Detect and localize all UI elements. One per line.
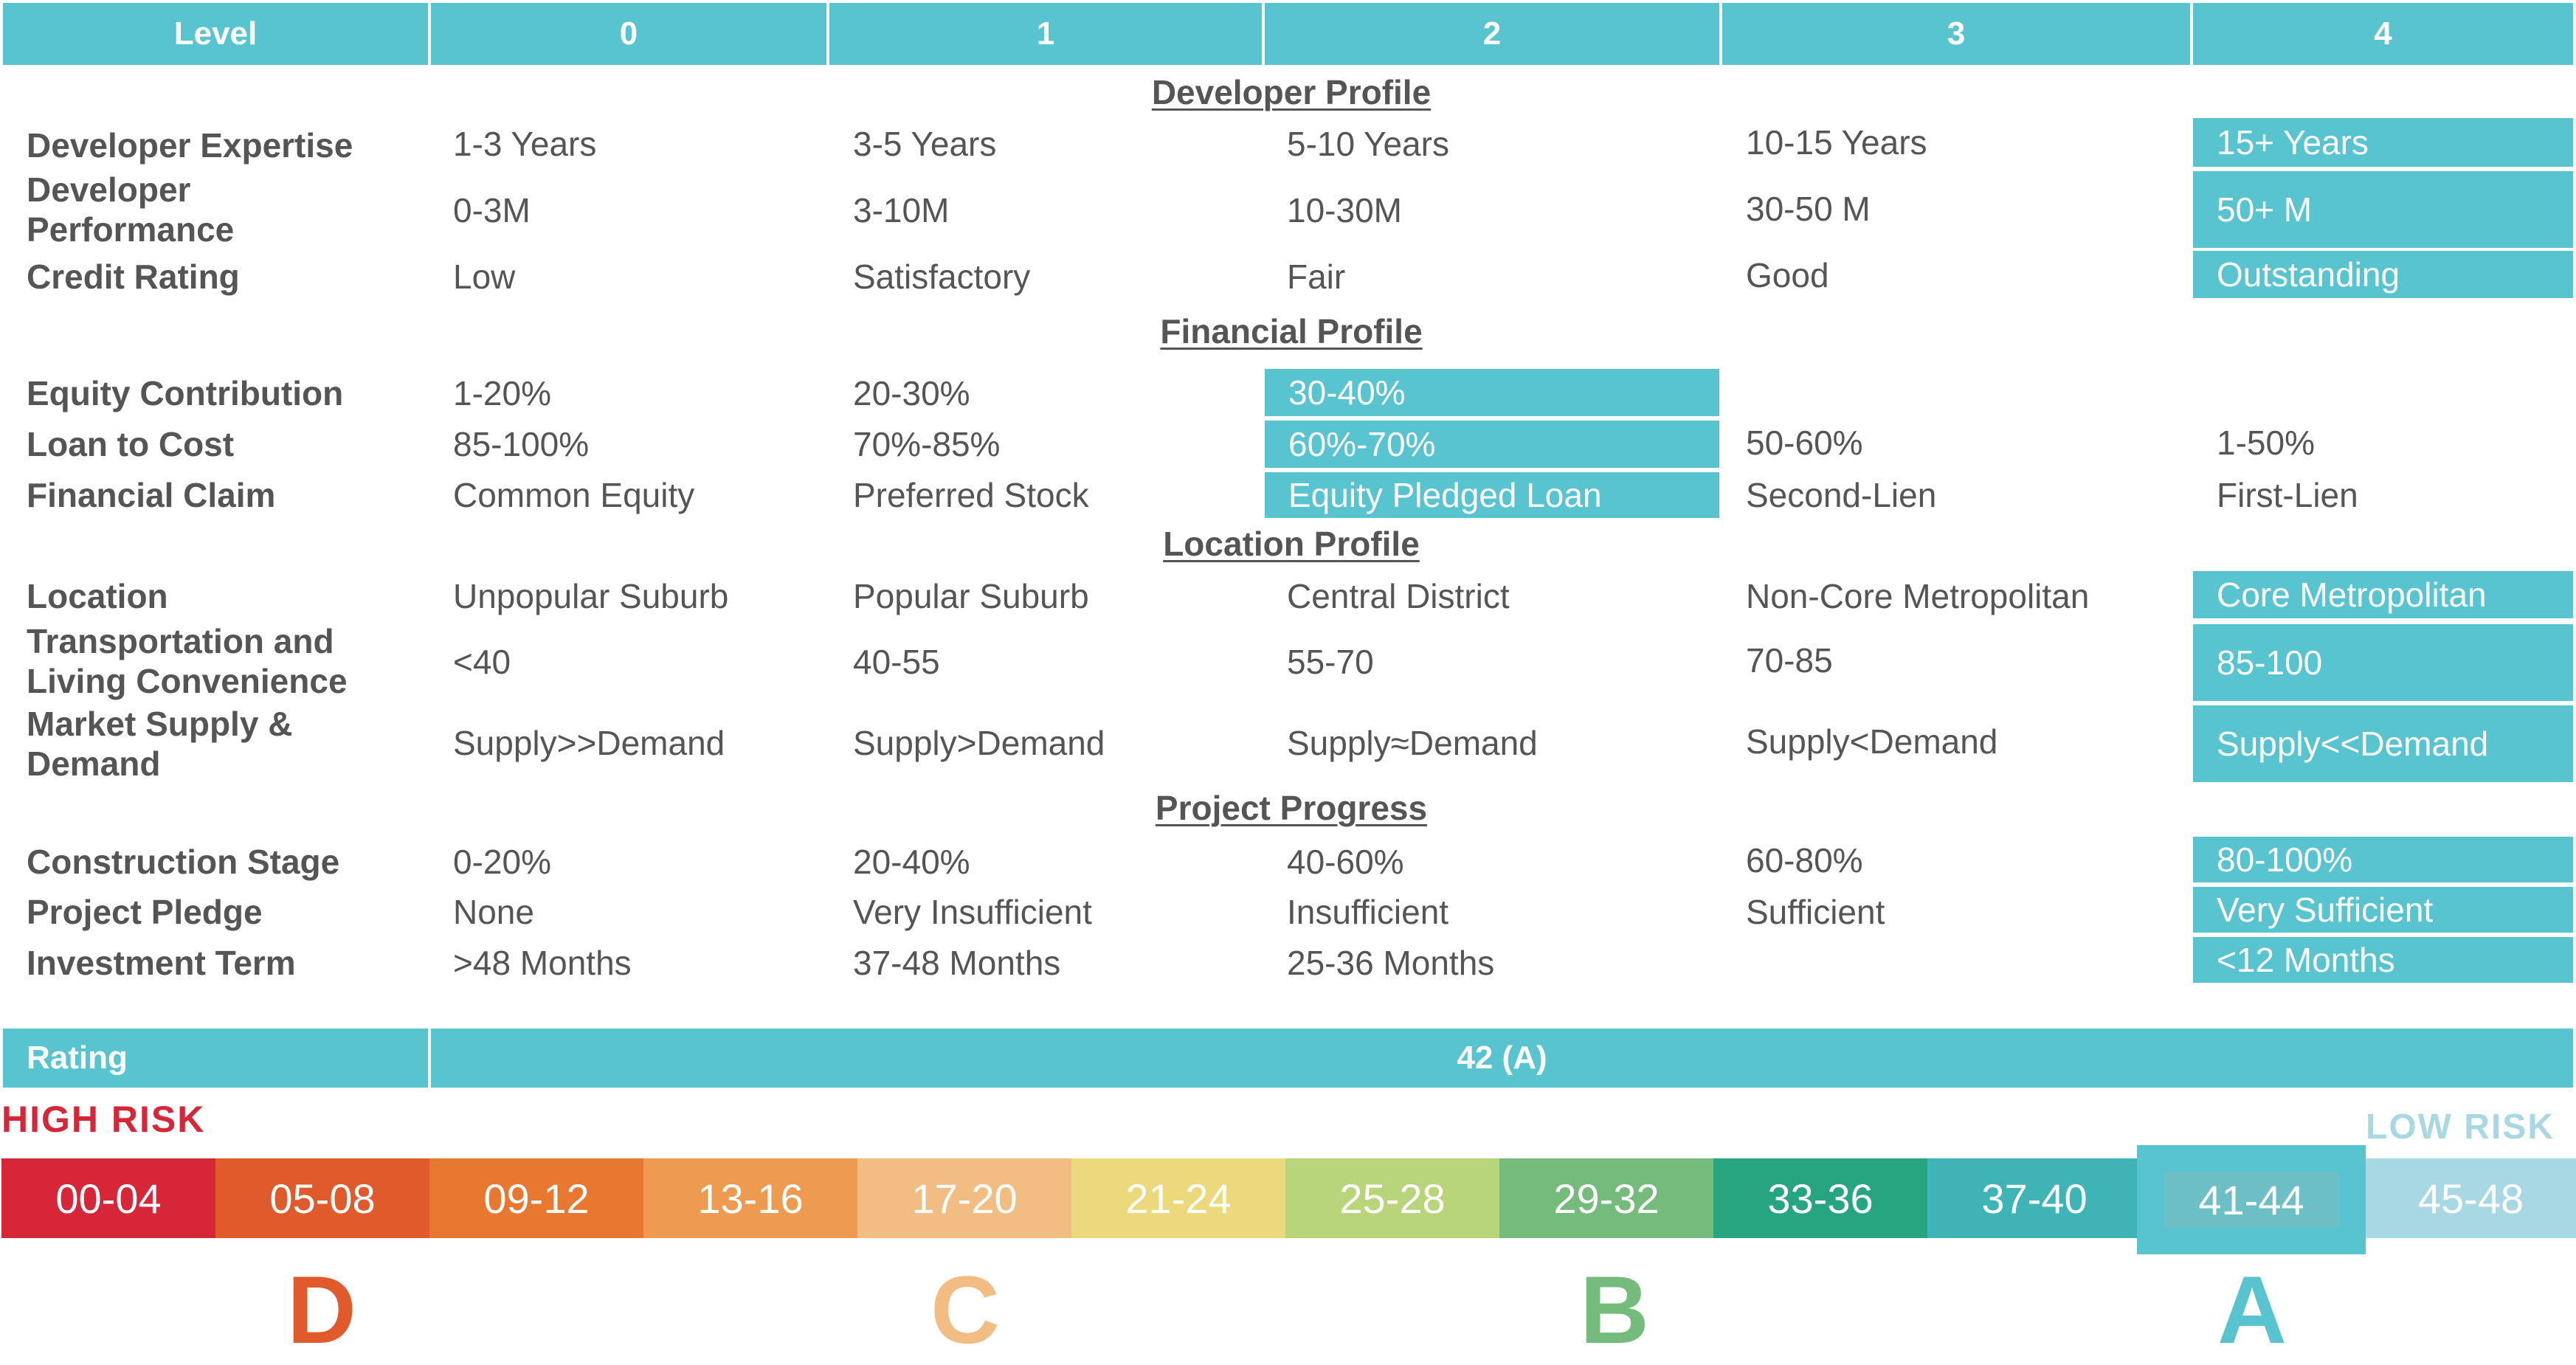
scale-segment-45-48: 45-48 xyxy=(2366,1158,2576,1238)
cell-credit-rating-3: Good xyxy=(1746,256,1829,294)
section-project-progress: Project Progress xyxy=(1155,789,1428,827)
cell-dev-expertise-1: 3-5 Years xyxy=(853,125,997,163)
row-label-loan-to-cost: Loan to Cost xyxy=(27,425,235,463)
cell-project-pledge-0: None xyxy=(453,893,534,931)
cell-market-supply-4-selected: Supply<<Demand xyxy=(2193,705,2573,782)
cell-transportation-3: 70-85 xyxy=(1746,641,1833,680)
header-level-label: Level xyxy=(3,3,428,65)
cell-location-2: Central District xyxy=(1287,577,1510,615)
cell-loan-to-cost-0: 85-100% xyxy=(453,425,590,463)
cell-transportation-0: <40 xyxy=(453,643,511,681)
row-label-credit-rating: Credit Rating xyxy=(27,258,240,296)
header-level-1: 1 xyxy=(829,3,1262,65)
cell-market-supply-0: Supply>>Demand xyxy=(453,724,725,762)
cell-loan-to-cost-4: 1-50% xyxy=(2217,424,2315,462)
grade-b: B xyxy=(1580,1256,1649,1364)
grade-c: C xyxy=(930,1256,1000,1364)
cell-investment-term-2: 25-36 Months xyxy=(1287,944,1495,982)
cell-transportation-1: 40-55 xyxy=(853,643,940,681)
cell-dev-performance-1: 3-10M xyxy=(853,191,950,229)
cell-financial-claim-2-selected: Equity Pledged Loan xyxy=(1265,472,1719,518)
cell-dev-performance-3: 30-50 M xyxy=(1746,190,1871,228)
cell-dev-expertise-2: 5-10 Years xyxy=(1287,125,1449,163)
cell-loan-to-cost-2-selected: 60%-70% xyxy=(1265,421,1719,468)
cell-investment-term-4-selected: <12 Months xyxy=(2193,937,2573,983)
scale-segment-21-24: 21-24 xyxy=(1071,1158,1285,1238)
cell-market-supply-3: Supply<Demand xyxy=(1746,722,1998,761)
cell-construction-stage-3: 60-80% xyxy=(1746,841,1863,880)
cell-dev-expertise-4-selected: 15+ Years xyxy=(2193,118,2573,167)
cell-market-supply-2: Supply≈Demand xyxy=(1287,724,1538,762)
cell-equity-contribution-2-selected: 30-40% xyxy=(1265,369,1719,416)
cell-credit-rating-1: Satisfactory xyxy=(853,258,1031,296)
cell-location-3: Non-Core Metropolitan xyxy=(1746,577,2090,615)
cell-equity-contribution-0: 1-20% xyxy=(453,374,551,412)
cell-investment-term-0: >48 Months xyxy=(453,944,632,982)
cell-project-pledge-2: Insufficient xyxy=(1287,893,1449,931)
scale-segment-33-36: 33-36 xyxy=(1713,1158,1927,1238)
scale-segment-25-28: 25-28 xyxy=(1285,1158,1499,1238)
cell-credit-rating-4-selected: Outstanding xyxy=(2193,251,2573,298)
row-label-project-pledge: Project Pledge xyxy=(27,893,263,931)
row-label-transportation: Transportation and Living Convenience xyxy=(27,622,348,700)
section-developer-profile: Developer Profile xyxy=(1151,73,1432,111)
cell-loan-to-cost-3: 50-60% xyxy=(1746,424,1863,462)
cell-credit-rating-2: Fair xyxy=(1287,258,1346,296)
cell-investment-term-1: 37-48 Months xyxy=(853,944,1061,982)
header-level-2: 2 xyxy=(1265,3,1719,65)
row-label-developer-expertise: Developer Expertise xyxy=(27,126,353,165)
rating-label: Rating xyxy=(3,1029,428,1088)
scale-segment-13-16: 13-16 xyxy=(643,1158,857,1238)
cell-construction-stage-2: 40-60% xyxy=(1287,843,1404,881)
header-level-4: 4 xyxy=(2193,3,2573,65)
cell-dev-performance-2: 10-30M xyxy=(1287,191,1402,229)
cell-construction-stage-1: 20-40% xyxy=(853,843,970,881)
scale-segment-41-44-current: 41-44 xyxy=(2164,1172,2339,1228)
cell-dev-performance-4-selected: 50+ M xyxy=(2193,171,2573,248)
cell-location-4-selected: Core Metropolitan xyxy=(2193,571,2573,618)
header-level-3: 3 xyxy=(1722,3,2190,65)
scale-segment-09-12: 09-12 xyxy=(429,1158,643,1238)
row-label-financial-claim: Financial Claim xyxy=(27,476,276,514)
scale-segment-37-40: 37-40 xyxy=(1927,1158,2141,1238)
rating-value: 42 (A) xyxy=(431,1029,2573,1088)
cell-location-1: Popular Suburb xyxy=(853,577,1089,615)
cell-financial-claim-3: Second-Lien xyxy=(1746,476,1937,514)
cell-project-pledge-3: Sufficient xyxy=(1746,893,1885,931)
scale-segment-17-20: 17-20 xyxy=(857,1158,1071,1238)
scale-segment-05-08: 05-08 xyxy=(215,1158,429,1238)
cell-project-pledge-4-selected: Very Sufficient xyxy=(2193,887,2573,933)
row-label-equity-contribution: Equity Contribution xyxy=(27,374,344,412)
row-label-market-supply: Market Supply & Demand xyxy=(27,705,293,783)
row-label-developer-performance: Developer Performance xyxy=(27,170,235,249)
cell-credit-rating-0: Low xyxy=(453,258,516,296)
cell-dev-performance-0: 0-3M xyxy=(453,191,531,229)
cell-financial-claim-0: Common Equity xyxy=(453,476,695,514)
cell-construction-stage-4-selected: 80-100% xyxy=(2193,837,2573,882)
cell-location-0: Unpopular Suburb xyxy=(453,577,729,615)
cell-project-pledge-1: Very Insufficient xyxy=(853,893,1092,931)
header-level-0: 0 xyxy=(431,3,826,65)
cell-financial-claim-4: First-Lien xyxy=(2217,476,2358,514)
scale-segment-00-04: 00-04 xyxy=(1,1158,215,1238)
cell-market-supply-1: Supply>Demand xyxy=(853,724,1105,762)
grade-a: A xyxy=(2217,1256,2287,1364)
cell-transportation-2: 55-70 xyxy=(1287,643,1374,681)
high-risk-label: HIGH RISK xyxy=(1,1099,206,1140)
row-label-location: Location xyxy=(27,577,168,615)
cell-loan-to-cost-1: 70%-85% xyxy=(853,425,1001,463)
cell-dev-expertise-0: 1-3 Years xyxy=(453,125,597,163)
scale-segment-29-32: 29-32 xyxy=(1499,1158,1713,1238)
row-label-investment-term: Investment Term xyxy=(27,944,296,982)
section-location-profile: Location Profile xyxy=(1163,525,1420,563)
row-label-construction-stage: Construction Stage xyxy=(27,843,340,881)
cell-equity-contribution-1: 20-30% xyxy=(853,374,970,412)
low-risk-label: LOW RISK xyxy=(2366,1107,2555,1147)
grade-d: D xyxy=(287,1256,356,1364)
cell-construction-stage-0: 0-20% xyxy=(453,843,551,881)
cell-financial-claim-1: Preferred Stock xyxy=(853,476,1089,514)
section-financial-profile: Financial Profile xyxy=(1160,312,1423,350)
cell-transportation-4-selected: 85-100 xyxy=(2193,624,2573,701)
cell-dev-expertise-3: 10-15 Years xyxy=(1746,123,1927,162)
